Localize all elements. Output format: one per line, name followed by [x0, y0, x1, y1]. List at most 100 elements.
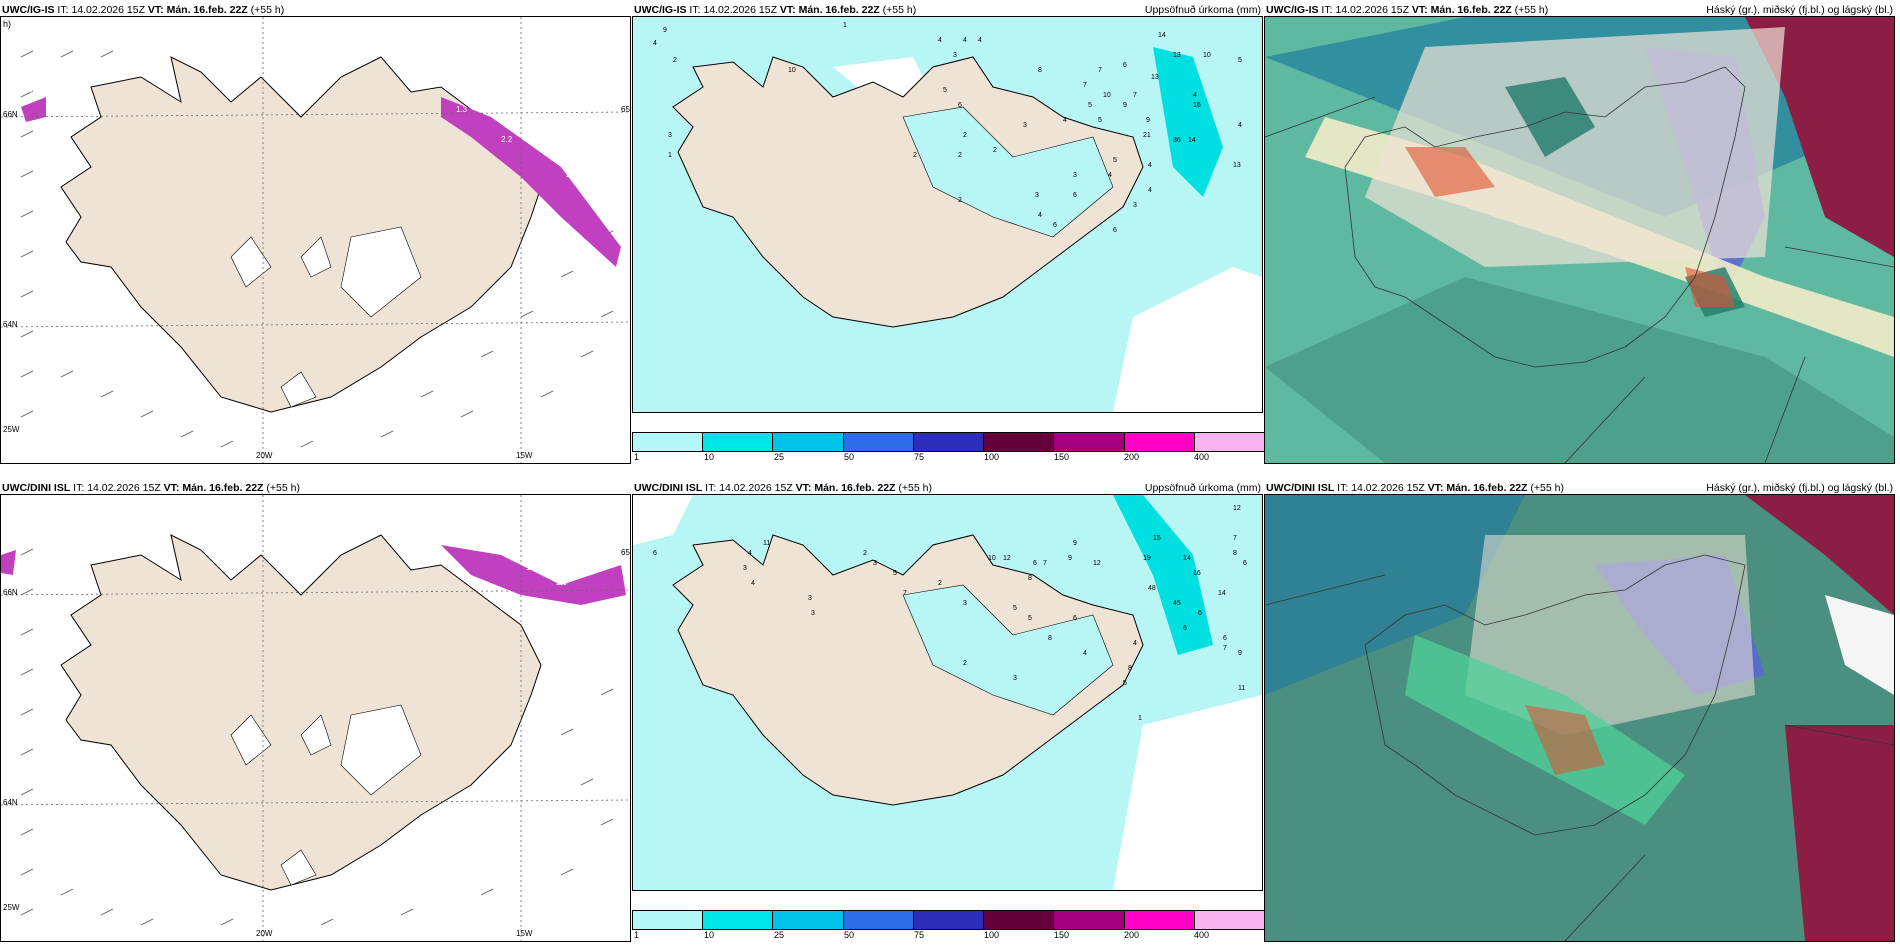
vt-label: VT:: [1427, 482, 1444, 494]
svg-text:5: 5: [1088, 102, 1092, 109]
svg-text:14: 14: [1158, 32, 1166, 39]
svg-text:6: 6: [1053, 222, 1057, 229]
svg-text:5: 5: [1098, 117, 1102, 124]
grid-label-20w: 20W: [256, 451, 273, 460]
svg-text:45: 45: [1173, 600, 1181, 607]
svg-text:3: 3: [953, 52, 957, 59]
map-frame: 20W 15W 66N 65N 64N 25W 1.8 2.2 2.0 0.2 …: [0, 16, 631, 464]
colorbar-tick: 75: [914, 930, 925, 940]
svg-text:4: 4: [653, 40, 657, 47]
model-name: UWC/DINI ISL: [1266, 482, 1335, 494]
it-label: IT:: [689, 4, 701, 16]
svg-text:3: 3: [1023, 122, 1027, 129]
colorbar-tick: 25: [774, 452, 785, 462]
svg-text:3: 3: [1073, 172, 1077, 179]
svg-text:6: 6: [1223, 635, 1227, 642]
svg-text:4: 4: [1083, 650, 1087, 657]
svg-text:6: 6: [1183, 625, 1187, 632]
svg-text:9: 9: [1068, 555, 1072, 562]
vt-label: VT:: [147, 4, 164, 16]
colorbar-tick: 100: [984, 452, 1000, 462]
svg-text:2: 2: [958, 197, 962, 204]
svg-text:48: 48: [1148, 585, 1156, 592]
wind-barbs: [20, 548, 614, 926]
svg-text:1: 1: [668, 152, 672, 159]
panel-precip-igis: UWC/IG-IS IT: 14.02.2026 15Z VT: Mán. 16…: [632, 0, 1263, 465]
colorbar-tick: 25: [774, 930, 785, 940]
svg-text:6: 6: [1123, 62, 1127, 69]
svg-text:4: 4: [938, 37, 942, 44]
precip-amounts: 9 4 2 1 4 4 4 3 5 6 10 13 14 10 5 4 8 6 …: [653, 22, 1242, 234]
svg-text:14: 14: [1183, 555, 1191, 562]
model-name: UWC/DINI ISL: [634, 482, 703, 494]
svg-text:16: 16: [1193, 570, 1201, 577]
grid-label-64n: 64N: [3, 320, 18, 329]
vt-value: Mán. 16.feb. 22Z: [798, 4, 880, 16]
snow-label: 2.0: [491, 543, 503, 552]
svg-text:2: 2: [963, 660, 967, 667]
svg-text:8: 8: [1048, 635, 1052, 642]
svg-text:7: 7: [1083, 82, 1087, 89]
colorbar-tick: 200: [1124, 930, 1140, 940]
snow-label: 1.3: [456, 105, 468, 114]
svg-text:4: 4: [1148, 162, 1152, 169]
svg-text:6: 6: [653, 550, 657, 557]
svg-text:2: 2: [863, 550, 867, 557]
panel-clouds-dini: UWC/DINI ISL IT: 14.02.2026 15Z VT: Mán.…: [1264, 478, 1895, 943]
svg-text:9: 9: [1123, 102, 1127, 109]
svg-text:8: 8: [1028, 575, 1032, 582]
svg-text:13: 13: [1151, 74, 1159, 81]
vt-label: VT:: [163, 482, 180, 494]
svg-text:12: 12: [1003, 555, 1011, 562]
it-value: 14.02.2026 15Z: [1351, 482, 1425, 494]
svg-text:11: 11: [1238, 685, 1245, 692]
svg-text:10: 10: [1103, 92, 1111, 99]
panel-header: UWC/DINI ISL IT: 14.02.2026 15Z VT: Mán.…: [1264, 478, 1895, 498]
it-value: 14.02.2026 15Z: [71, 4, 145, 16]
svg-text:9: 9: [1238, 650, 1242, 657]
vt-label: VT:: [1411, 4, 1428, 16]
svg-text:10: 10: [988, 555, 996, 562]
vt-value: Mán. 16.feb. 22Z: [1446, 482, 1528, 494]
svg-text:7: 7: [1133, 92, 1137, 99]
model-name: UWC/DINI ISL: [2, 482, 71, 494]
colorbar-tick: 400: [1194, 930, 1210, 940]
iceland-land: [672, 534, 1144, 806]
colorbar-box: [1194, 911, 1264, 929]
svg-text:5: 5: [1238, 57, 1242, 64]
map-title: Uppsöfnuð úrkoma (mm): [1144, 4, 1261, 16]
colorbar-box: [703, 911, 774, 929]
svg-text:5: 5: [1028, 615, 1032, 622]
svg-text:4: 4: [1108, 172, 1112, 179]
it-value: 14.02.2026 15Z: [703, 4, 777, 16]
panel-header: UWC/IG-IS IT: 14.02.2026 15Z VT: Mán. 16…: [632, 0, 1263, 20]
snow-area: [1, 545, 626, 605]
svg-text:5: 5: [1113, 157, 1117, 164]
svg-text:3: 3: [873, 560, 877, 567]
svg-text:4: 4: [1038, 212, 1042, 219]
colorbar-box: [984, 911, 1055, 929]
svg-text:7: 7: [903, 590, 907, 597]
colorbar-box: [984, 433, 1055, 451]
it-label: IT:: [73, 482, 85, 494]
wind-map: 20W 15W 66N 65N 64N 25W 2.0 1.6 0.6 0.4 …: [1, 495, 630, 941]
colorbar-box: [913, 911, 985, 929]
lead-time: (+55 h): [266, 482, 300, 494]
svg-text:6: 6: [1033, 560, 1037, 567]
snow-label: 2.2: [501, 135, 513, 144]
vt-value: Mán. 16.feb. 22Z: [166, 4, 248, 16]
colorbar-box: [1054, 911, 1125, 929]
svg-text:11: 11: [763, 540, 770, 547]
svg-text:4: 4: [748, 550, 752, 557]
colorbar-box: [913, 433, 985, 451]
colorbar-box: [773, 911, 844, 929]
svg-text:10: 10: [1203, 52, 1211, 59]
svg-text:5: 5: [1123, 680, 1127, 687]
svg-text:10: 10: [788, 67, 796, 74]
wrapped-text: h): [3, 19, 11, 29]
lead-time: (+55 h): [1514, 4, 1549, 16]
precip-amounts: 6 4 3 4 3 3 11 2 3 5 7 10 12 9 6 7 8 9 1…: [653, 505, 1247, 722]
colorbar-box: [703, 433, 774, 451]
it-value: 14.02.2026 15Z: [719, 482, 793, 494]
grid-label-64n: 64N: [3, 798, 18, 807]
